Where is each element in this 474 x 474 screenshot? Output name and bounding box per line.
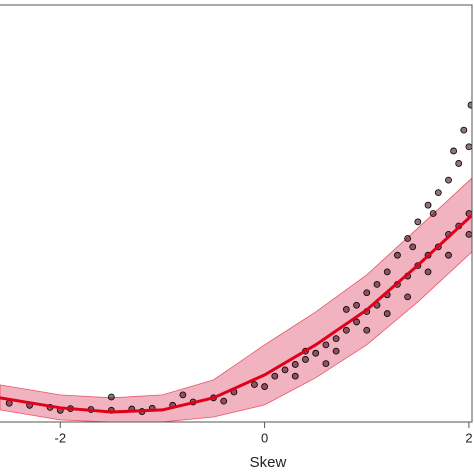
point: [179, 391, 187, 399]
point: [363, 289, 371, 297]
point: [291, 361, 299, 368]
point: [383, 268, 391, 276]
point: [445, 251, 452, 259]
point: [353, 318, 360, 326]
point: [404, 293, 412, 301]
point: [424, 201, 432, 209]
point: [271, 372, 279, 380]
x-tick-label: 0: [261, 430, 268, 445]
point: [424, 268, 432, 276]
point: [465, 143, 472, 151]
plot-frame: [0, 4, 473, 423]
point: [107, 393, 115, 401]
point: [363, 326, 371, 334]
fit-line: [0, 214, 472, 414]
point: [322, 341, 330, 349]
point: [281, 366, 289, 374]
point: [455, 160, 463, 167]
point: [465, 230, 472, 238]
point: [450, 147, 458, 155]
confidence-band: [0, 177, 472, 422]
point: [342, 326, 350, 334]
point: [445, 176, 452, 184]
point: [467, 101, 472, 109]
point: [429, 210, 437, 217]
point: [394, 251, 401, 259]
point: [414, 218, 422, 226]
point: [302, 356, 309, 363]
point: [250, 381, 258, 388]
point: [409, 243, 417, 251]
point: [383, 310, 391, 317]
point: [332, 347, 340, 355]
point: [332, 335, 340, 343]
point: [434, 189, 442, 197]
x-axis-label: Skew: [250, 454, 287, 471]
point: [460, 126, 468, 134]
point: [373, 280, 381, 288]
x-tick-label: -2: [54, 430, 66, 445]
point: [404, 235, 412, 242]
point: [312, 349, 320, 357]
point: [342, 306, 350, 313]
point: [291, 372, 299, 380]
point: [220, 397, 228, 405]
point: [322, 360, 330, 368]
x-tick-label: 2: [465, 430, 472, 445]
point: [261, 383, 269, 390]
point: [353, 301, 360, 309]
plot-area: [0, 101, 472, 422]
